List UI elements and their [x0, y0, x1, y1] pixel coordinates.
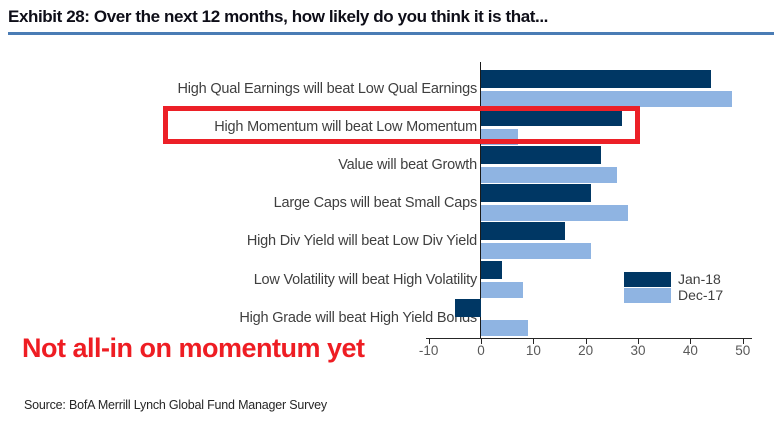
- bar-jan18-row5: [481, 260, 502, 279]
- category-label: Value will beat Growth: [338, 157, 477, 174]
- tick-label: -10: [418, 343, 439, 358]
- bar-jan18-row0: [481, 70, 712, 88]
- tick-label: 20: [578, 343, 594, 358]
- bar-dec17-row5: [481, 281, 523, 298]
- x-axis-line: [426, 338, 752, 339]
- bar-dec17-row0: [481, 91, 733, 107]
- bar-dec17-row4: [481, 243, 591, 260]
- tick-label: 30: [630, 343, 646, 358]
- bar-jan18-row4: [481, 222, 565, 241]
- category-label: High Div Yield will beat Low Div Yield: [246, 233, 477, 250]
- bar-dec17-row3: [481, 205, 628, 222]
- category-label: High Momentum will beat Low Momentum: [214, 119, 477, 136]
- bar-jan18-row1: [481, 108, 623, 127]
- tick-mark: [428, 338, 430, 344]
- tick-label: 40: [682, 343, 698, 358]
- bar-dec17-row2: [481, 167, 618, 184]
- momentum-highlight-box: [163, 106, 640, 144]
- tick-mark: [585, 338, 587, 344]
- category-label: Low Volatility will beat High Volatility: [253, 271, 478, 288]
- bar-jan18-row2: [481, 146, 602, 165]
- tick-label: 50: [735, 343, 751, 358]
- legend-label: Jan-18: [678, 271, 721, 287]
- tick-mark: [481, 338, 482, 344]
- zero-baseline: [480, 62, 481, 338]
- tick-mark: [638, 338, 640, 344]
- bar-jan18-row3: [481, 184, 591, 203]
- tick-label: 0: [477, 343, 485, 358]
- category-label: Large Caps will beat Small Caps: [273, 195, 478, 212]
- tick-mark: [533, 338, 535, 344]
- legend-swatch-jan18: [624, 272, 671, 287]
- tick-mark: [742, 338, 744, 344]
- source-text: Source: BofA Merrill Lynch Global Fund M…: [24, 398, 327, 412]
- tick-mark: [690, 338, 692, 344]
- legend-swatch-dec17: [624, 288, 671, 303]
- bar-dec17-row6: [481, 319, 529, 336]
- annotation-text: Not all-in on momentum yet: [22, 333, 365, 363]
- category-label: High Qual Earnings will beat Low Qual Ea…: [177, 81, 478, 97]
- tick-label: 10: [525, 343, 541, 358]
- category-label: High Grade will beat High Yield Bonds: [239, 309, 477, 326]
- legend-label: Dec-17: [678, 287, 724, 303]
- bar-jan18-row6: [454, 298, 481, 317]
- exhibit-title: Exhibit 28: Over the next 12 months, how…: [8, 7, 774, 35]
